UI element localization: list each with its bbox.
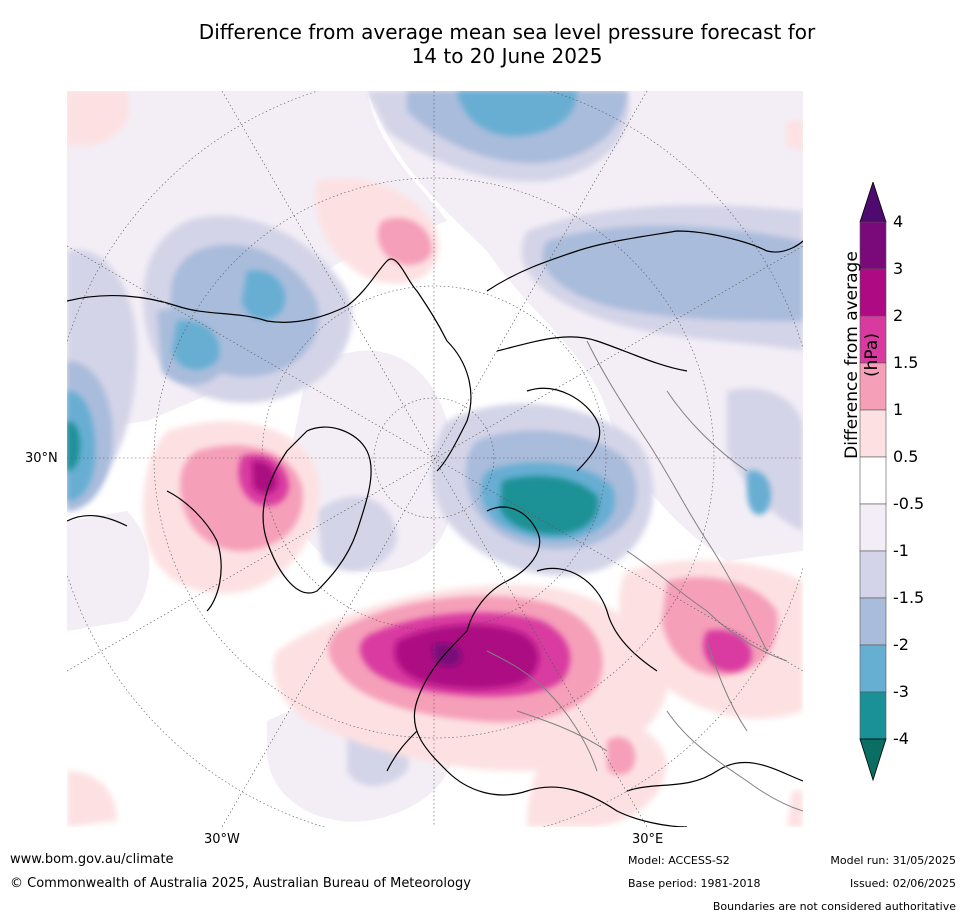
website-link[interactable]: www.bom.gov.au/climate [10,852,174,867]
issued-text: Issued: 02/06/2025 [849,877,956,890]
colorbar-tick-label: -1 [893,541,909,560]
model-text: Model: ACCESS-S2 [628,854,730,867]
coastlines [67,230,803,827]
colorbar-upper-extension [859,182,887,223]
base-period-text: Base period: 1981-2018 [628,877,761,890]
colorbar-tick-label: 4 [893,212,904,231]
colorbar-title: Difference from average (hPa) [842,251,882,459]
map-title: Difference from average mean sea level p… [0,20,965,68]
title-line-2: 14 to 20 June 2025 [411,44,603,68]
colorbar-tick-label: -2 [893,635,909,654]
colorbar-block [859,550,887,599]
lon-label-30w: 30°W [204,832,240,847]
colorbar-block [859,362,887,411]
national-boundaries [486,340,803,812]
colorbar-block [859,597,887,646]
pressure-anomaly-map [67,91,803,827]
colorbar-block [859,644,887,693]
graticule [67,91,803,827]
lon-label-30e: 30°E [632,832,664,847]
copyright-text: © Commonwealth of Australia 2025, Austra… [10,876,471,891]
colorbar-tick-label: 1.5 [893,353,919,372]
model-run-text: Model run: 31/05/2025 [830,854,956,867]
colorbar-tick-label: -1.5 [893,588,925,607]
colorbar-tick-label: 2 [893,306,904,325]
colorbar-tick-label: -0.5 [893,494,925,513]
lat-label-30n: 30°N [25,451,58,466]
title-line-1: Difference from average mean sea level p… [198,20,816,44]
colorbar-block [859,456,887,505]
boundaries-note: Boundaries are not considered authoritat… [712,900,956,913]
colorbar-tick-label: -3 [893,682,909,701]
colorbar-block [859,691,887,740]
colorbar-block [859,409,887,458]
colorbar-tick-label: 3 [893,259,904,278]
colorbar-tick-label: 1 [893,400,904,419]
colorbar-lower-extension [859,738,887,782]
anomaly-minus-3 [67,421,598,535]
colorbar [859,182,887,782]
colorbar-block [859,268,887,317]
colorbar-block [859,503,887,552]
colorbar-tick-label: -4 [893,729,909,748]
colorbar-tick-label: 0.5 [893,447,919,466]
colorbar-block [859,221,887,270]
colorbar-block [859,315,887,364]
